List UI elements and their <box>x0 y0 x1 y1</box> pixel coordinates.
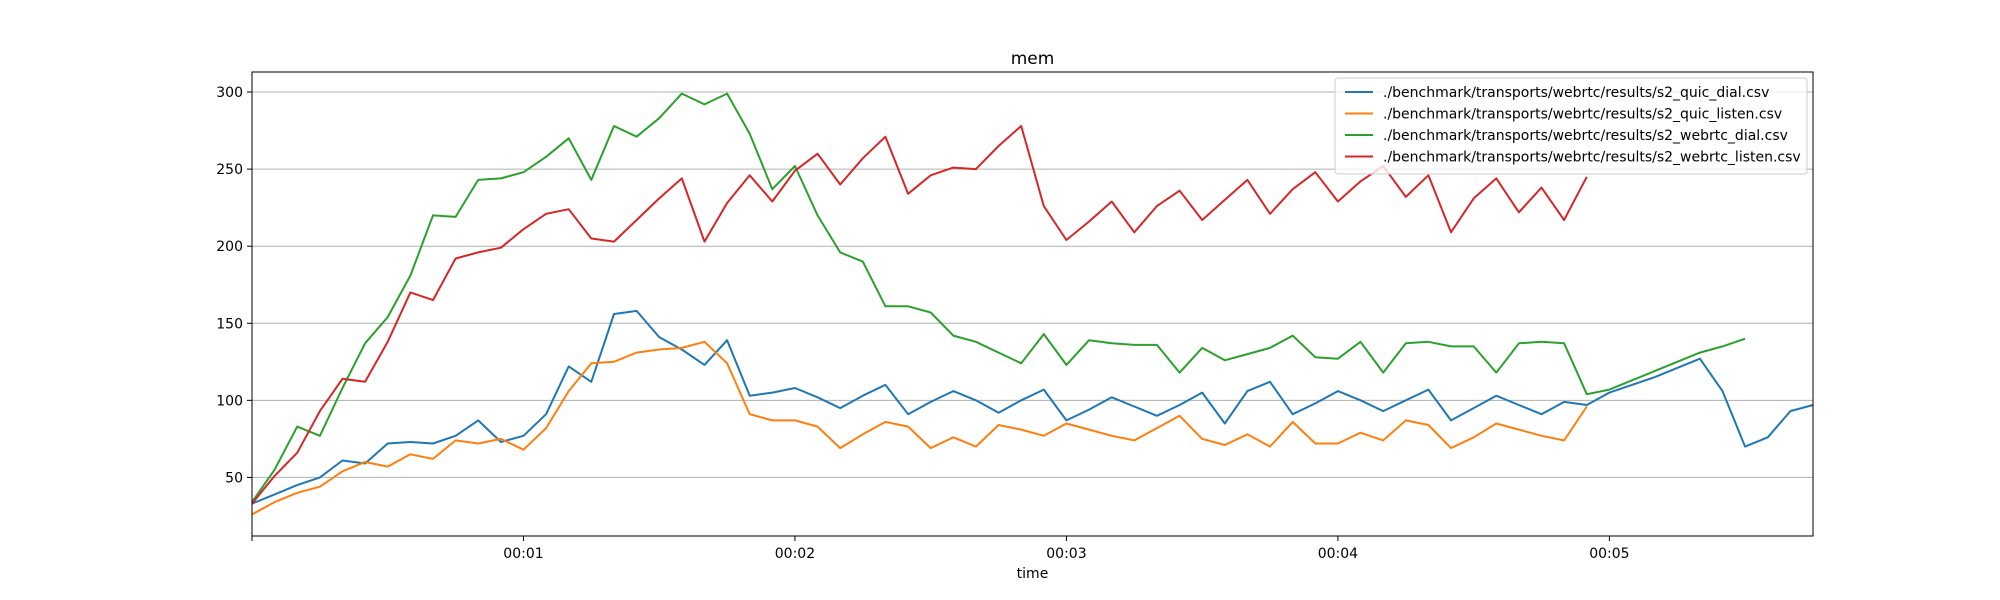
y-tick-label: 50 <box>225 470 243 486</box>
x-tick-label: 00:04 <box>1318 546 1358 562</box>
y-tick-label: 150 <box>216 316 243 332</box>
y-axis-ticks: 50 100 150 200 250 300 <box>216 85 252 486</box>
legend-label: ./benchmark/transports/webrtc/results/s2… <box>1383 107 1782 123</box>
x-tick-label: 00:05 <box>1589 546 1629 562</box>
x-axis-label: time <box>1017 566 1049 582</box>
series-line-3 <box>251 92 1746 503</box>
y-tick-label: 100 <box>216 393 243 409</box>
x-tick-label: 00:01 <box>503 546 543 562</box>
legend: ./benchmark/transports/webrtc/results/s2… <box>1334 77 1808 175</box>
plot-frame <box>251 71 1814 537</box>
y-tick-label: 250 <box>216 162 243 178</box>
x-axis-ticks: 00:01 00:02 00:03 00:04 00:05 <box>251 536 1630 562</box>
series-line-1 <box>251 309 1814 505</box>
legend-label: ./benchmark/transports/webrtc/results/s2… <box>1383 128 1788 144</box>
chart-title: mem <box>1011 49 1055 69</box>
legend-label: ./benchmark/transports/webrtc/results/s2… <box>1383 85 1769 101</box>
legend-box <box>1334 77 1808 175</box>
x-tick-label: 00:03 <box>1046 546 1086 562</box>
series-line-4 <box>251 125 1588 505</box>
x-tick-label: 00:02 <box>775 546 815 562</box>
series-line-2 <box>251 340 1588 516</box>
legend-label: ./benchmark/transports/webrtc/results/s2… <box>1383 150 1801 166</box>
series-lines <box>251 92 1814 516</box>
y-tick-label: 300 <box>216 85 243 101</box>
y-tick-label: 200 <box>216 239 243 255</box>
